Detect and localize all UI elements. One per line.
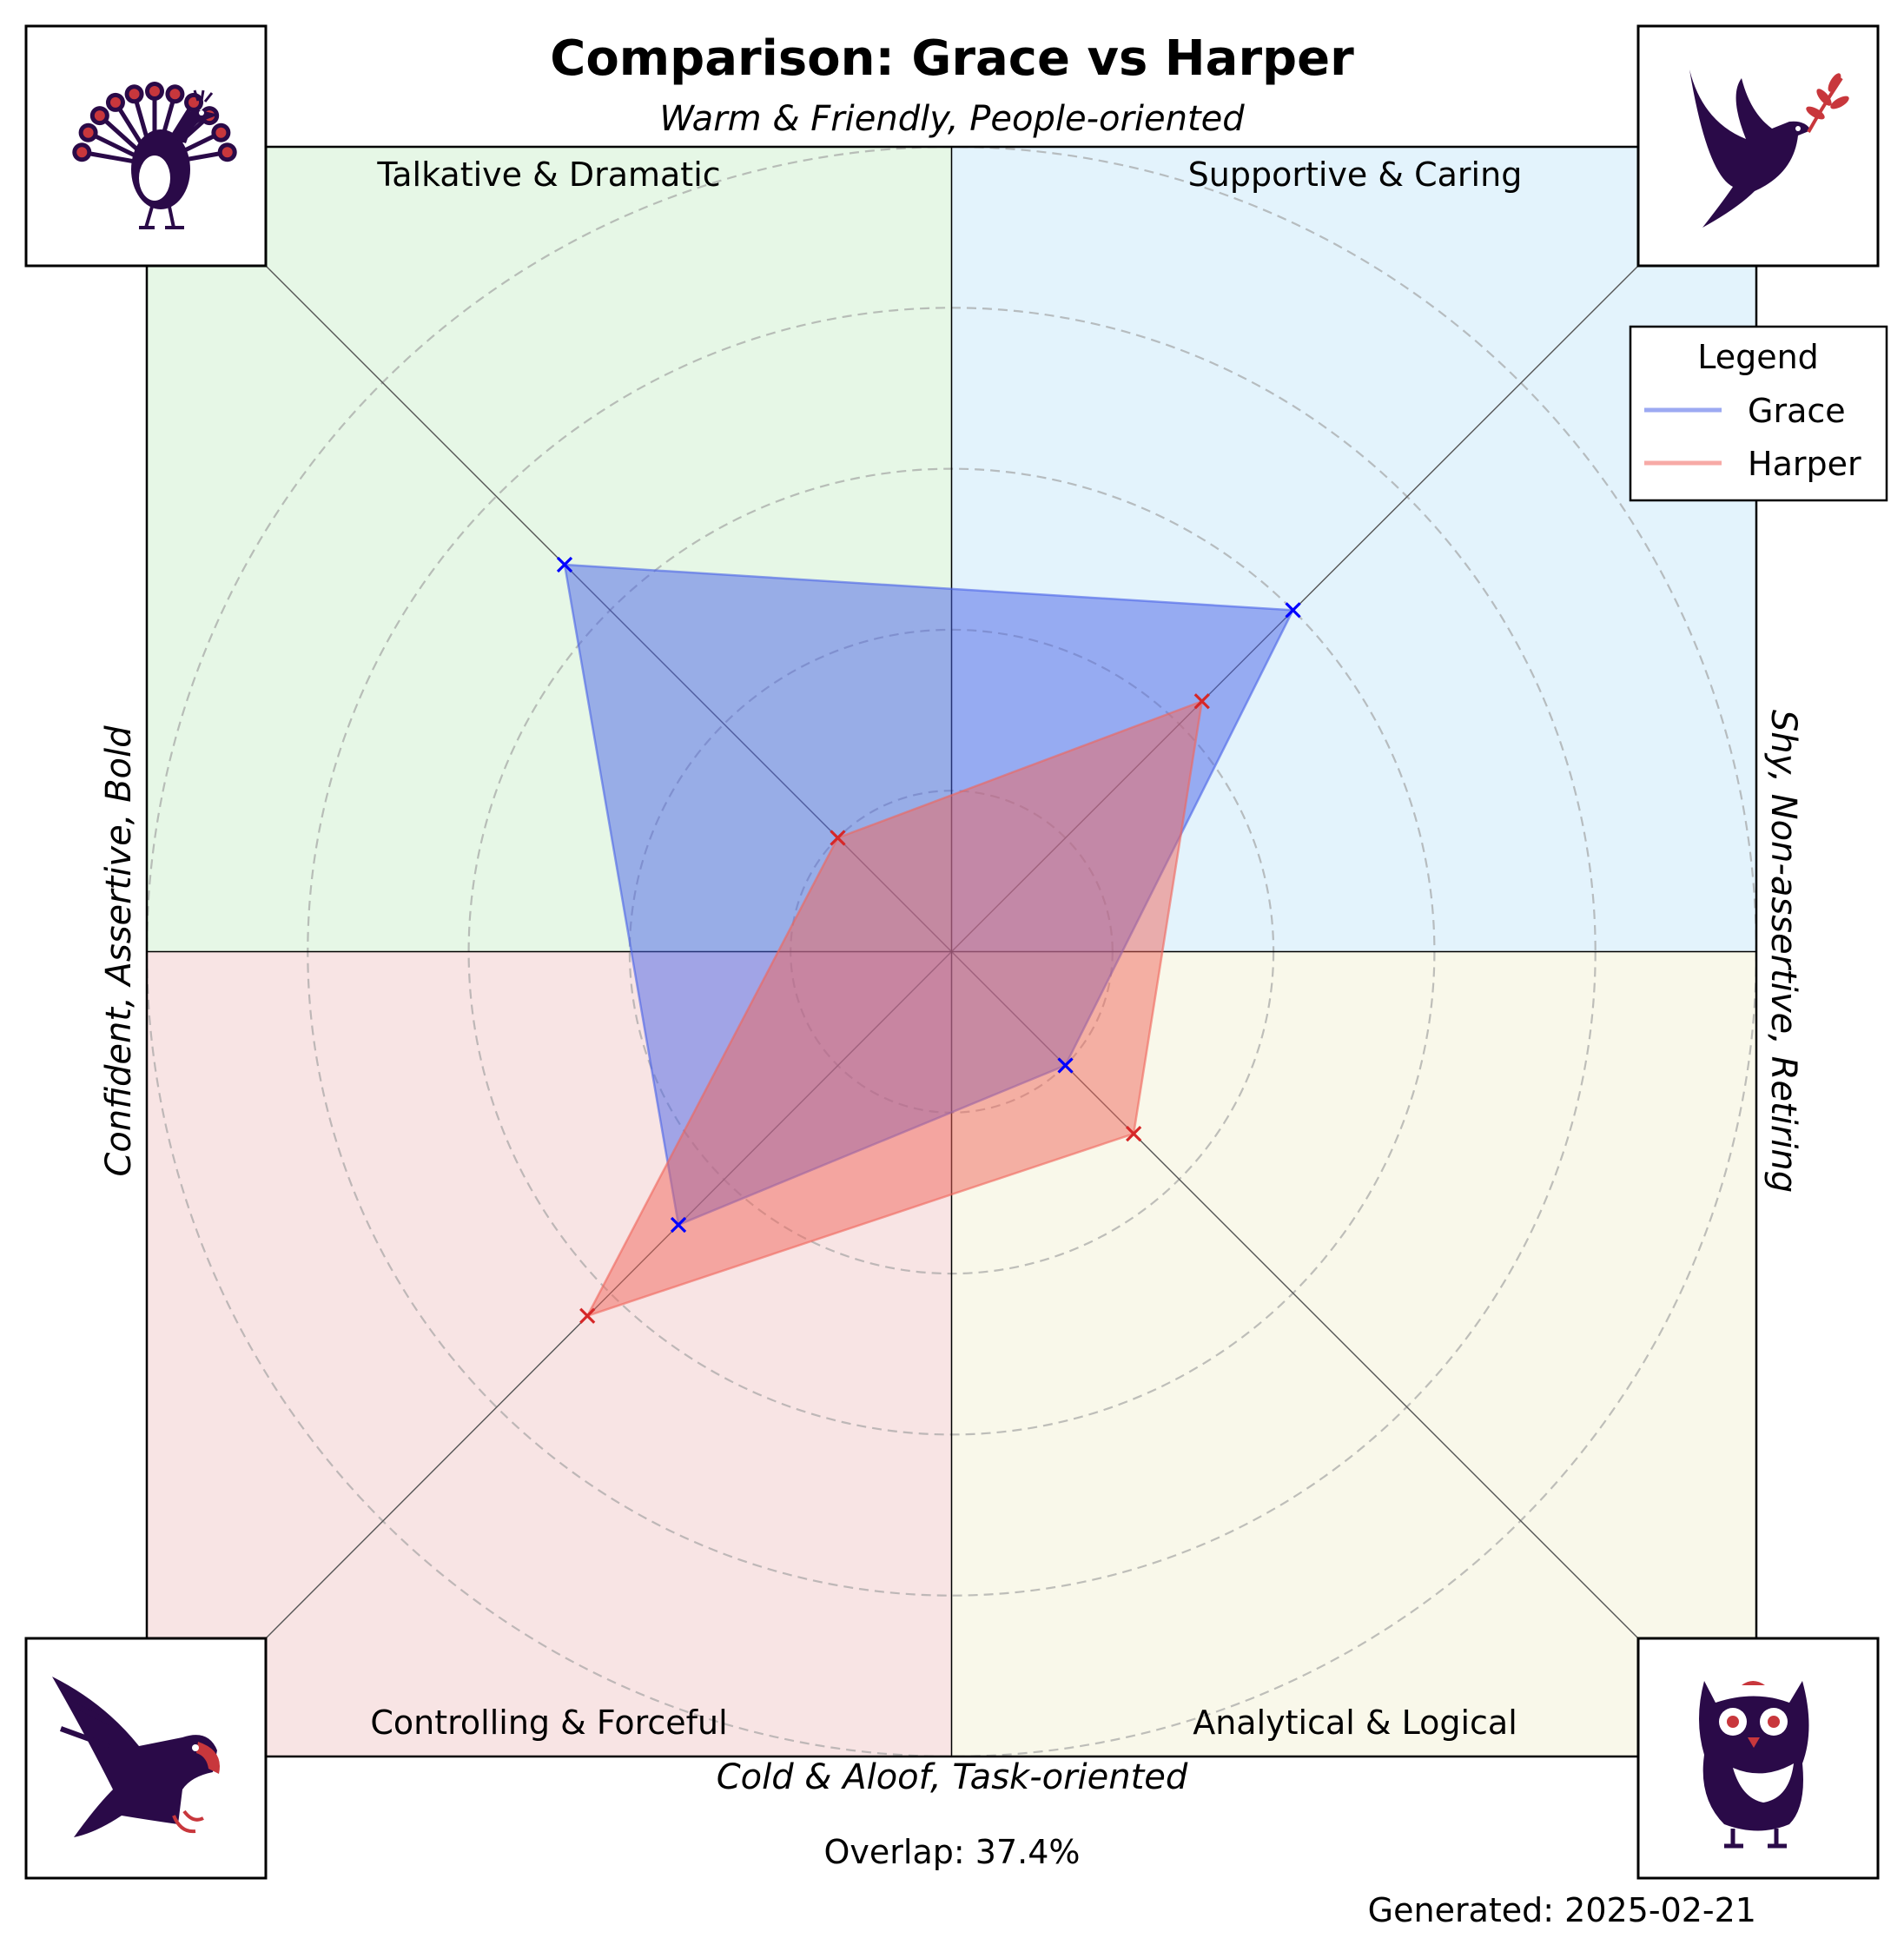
eagle-icon	[52, 1677, 220, 1837]
chart-title: Comparison: Grace vs Harper	[550, 30, 1354, 87]
dove-icon	[1689, 69, 1849, 228]
quadrant-label-analytical: Analytical & Logical	[1193, 1704, 1517, 1742]
owl-icon	[1699, 1681, 1809, 1849]
owl-icon-box	[1636, 1637, 1880, 1880]
data-point-grace	[1285, 602, 1301, 619]
data-point-harper	[579, 1307, 596, 1324]
data-point-grace	[556, 556, 573, 573]
axis-label-right: Shy, Non-assertive, Retiring	[1763, 710, 1803, 1193]
legend-title: Legend	[1697, 338, 1819, 376]
dove-icon-box	[1636, 24, 1880, 268]
legend-label-harper: Harper	[1748, 445, 1861, 483]
data-point-grace	[670, 1216, 687, 1234]
overlap-text: Overlap: 37.4%	[824, 1833, 1081, 1871]
series-layer	[556, 556, 1301, 1324]
quadrant-label-supportive: Supportive & Caring	[1188, 155, 1523, 194]
data-point-harper	[1193, 693, 1210, 710]
peacock-icon-box	[24, 24, 268, 268]
legend: Legend Grace Harper	[1629, 325, 1888, 502]
eagle-icon-box	[24, 1637, 268, 1880]
generated-text: Generated: 2025-02-21	[1368, 1891, 1756, 1929]
peacock-icon	[72, 82, 237, 229]
quadrant-label-controlling: Controlling & Forceful	[370, 1704, 727, 1742]
legend-label-grace: Grace	[1748, 392, 1846, 430]
quadrant-label-talkative: Talkative & Dramatic	[376, 155, 720, 194]
data-point-harper	[830, 830, 846, 846]
axis-label-top: Warm & Friendly, People-oriented	[659, 99, 1245, 139]
data-point-grace	[1057, 1057, 1074, 1074]
axis-label-bottom: Cold & Aloof, Task-oriented	[717, 1757, 1188, 1797]
plot-frame	[145, 145, 1758, 1758]
data-point-harper	[1126, 1126, 1142, 1142]
axis-label-left: Confident, Assertive, Bold	[99, 725, 139, 1177]
